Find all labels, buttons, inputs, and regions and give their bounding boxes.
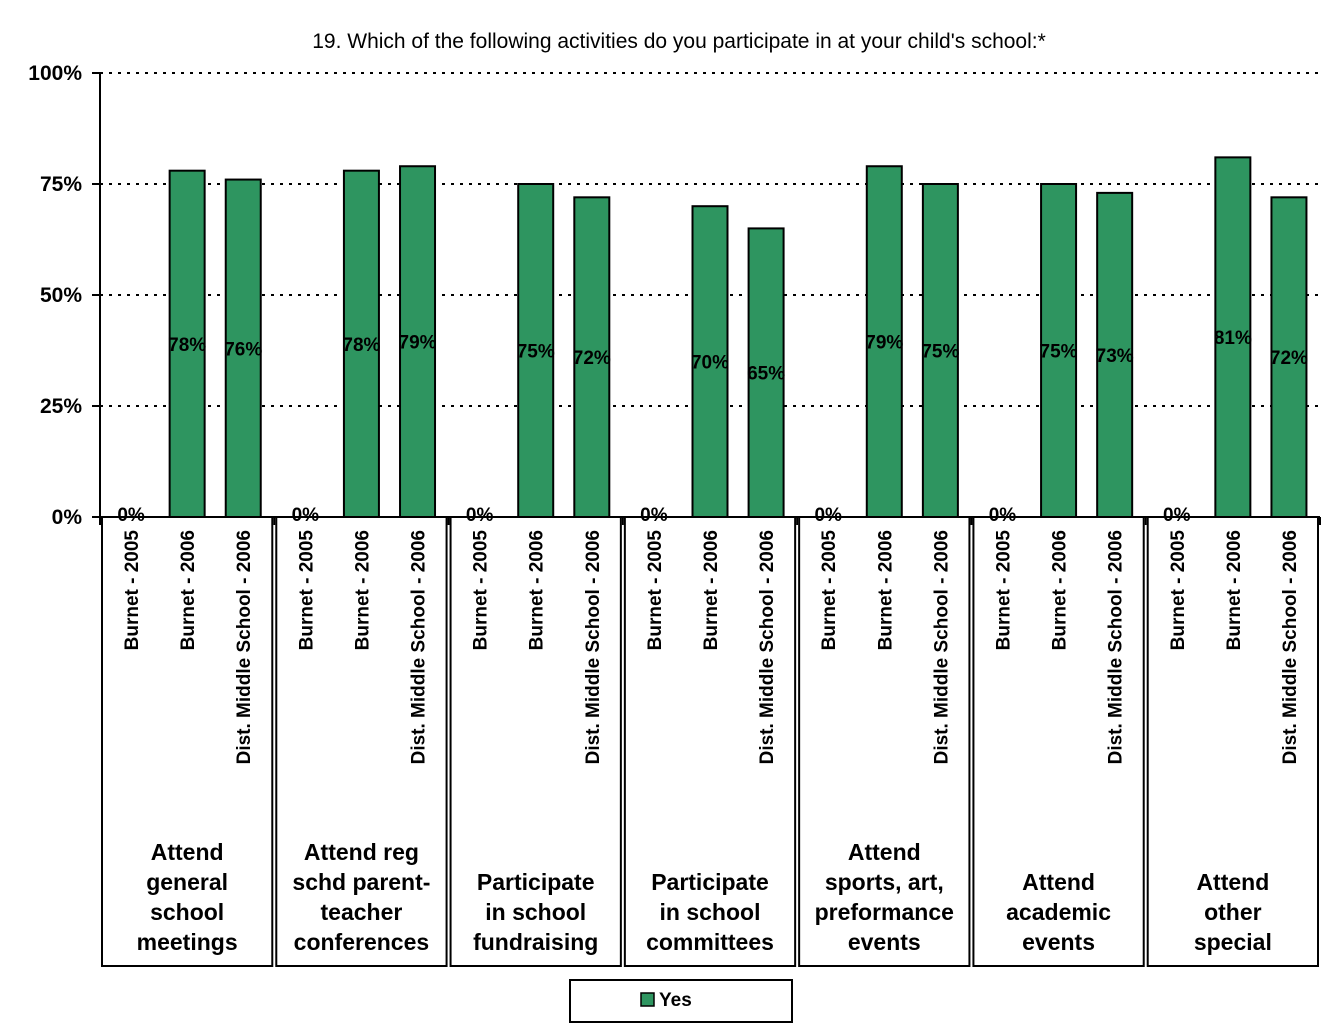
data-label: 78% [342,335,380,356]
data-label: 0% [640,505,668,526]
data-label: 0% [1163,505,1191,526]
x-tick-label: Burnet - 2005 [471,530,492,651]
group-label: Participate [477,869,595,895]
x-tick-label: Dist. Middle School - 2006 [583,530,604,764]
data-label: 0% [292,505,320,526]
group-label: teacher [321,899,403,925]
group-label: preformance [815,899,954,925]
x-tick-label: Burnet - 2006 [1050,530,1071,650]
chart-title: 19. Which of the following activities do… [312,30,1046,53]
data-label: 76% [224,339,262,360]
group-label: committees [646,929,774,955]
x-tick-label: Burnet - 2005 [296,530,317,651]
x-tick-label: Burnet - 2006 [527,530,548,650]
group-label: conferences [294,929,430,955]
data-label: 79% [865,333,903,354]
bar [691,205,729,518]
group-label: special [1194,929,1272,955]
y-tick-label: 100% [28,62,82,85]
group-label: events [1022,929,1095,955]
bar [399,165,437,519]
group-label: Attend [151,839,224,865]
group-label: schd parent- [292,869,430,895]
data-label: 0% [117,505,145,526]
bar [865,165,903,519]
data-label: 81% [1214,328,1252,349]
bar [747,227,785,518]
group-label: academic [1006,899,1111,925]
bar [224,178,262,518]
legend: Yes [569,979,793,1023]
data-label: 65% [747,364,785,385]
group-label: events [848,929,921,955]
bar [921,183,959,518]
group-label: meetings [137,929,238,955]
category-axis: Burnet - 2005 Burnet - 2006 Dist. Middle S… [99,516,1321,967]
data-label: 0% [989,505,1017,526]
y-tick-label: 50% [40,284,82,307]
x-tick-label: Burnet - 2006 [701,530,722,650]
x-tick-label: Dist. Middle School - 2006 [234,530,255,764]
x-tick-label: Dist. Middle School - 2006 [1106,530,1127,764]
data-label: 0% [466,505,494,526]
data-label: 78% [168,335,206,356]
legend-label: Yes [659,990,692,1011]
data-label: 72% [1270,348,1308,369]
category-group-frame [1146,516,1319,967]
data-label: 75% [1040,342,1078,363]
y-tick-label: 0% [52,506,83,529]
data-label: 75% [921,342,959,363]
category-group-frame [623,516,797,967]
legend-swatch [640,992,655,1007]
bar [1270,196,1308,518]
bar [168,169,206,518]
group-label: Attend [848,839,921,865]
group-label: Participate [651,869,769,895]
data-label: 70% [691,353,729,374]
group-label: general [146,869,228,895]
data-label: 79% [399,333,437,354]
x-tick-label: Burnet - 2005 [1168,530,1189,651]
group-label: in school [660,899,761,925]
x-tick-label: Burnet - 2006 [178,530,199,650]
bar [1040,183,1078,518]
group-label: fundraising [473,929,598,955]
x-tick-label: Burnet - 2006 [875,530,896,650]
x-tick-label: Dist. Middle School - 2006 [409,530,430,764]
data-labels: 0% 78% 76% 0% 78% 79% 0% 75% 72% 0% 70% 65% 0% 79% 75%… [117,328,1308,526]
group-label: Attend [1022,869,1095,895]
group-label: sports, art, [825,869,944,895]
legend-box [569,979,793,1023]
group-label: other [1204,899,1262,925]
data-label: 0% [814,505,842,526]
x-tick-label: Dist. Middle School - 2006 [1280,530,1301,764]
bar [342,169,380,518]
category-group-frame [275,516,448,967]
data-label: 75% [517,342,555,363]
x-tick-label: Burnet - 2005 [993,530,1014,651]
x-tick-label: Burnet - 2005 [819,530,840,651]
x-tick-label: Burnet - 2006 [352,530,373,650]
group-label: school [150,899,224,925]
x-tick-label: Dist. Middle School - 2006 [931,530,952,764]
x-tick-label: Burnet - 2006 [1224,530,1245,650]
group-label: Attend reg [304,839,419,865]
bar [517,183,555,518]
y-tick-label: 75% [40,173,82,196]
category-group-frame [798,516,971,967]
x-tick-label: Burnet - 2005 [645,530,666,651]
category-group-frame [449,516,622,967]
data-label: 72% [573,348,611,369]
y-tick-label: 25% [40,395,82,418]
category-group-frame [101,516,274,967]
group-label: in school [485,899,586,925]
group-label: Attend [1196,869,1269,895]
data-label: 73% [1096,346,1134,367]
x-tick-label: Burnet - 2005 [122,530,143,651]
x-tick-label: Dist. Middle School - 2006 [757,530,778,764]
category-group-frame [972,516,1145,967]
bar [573,196,611,518]
